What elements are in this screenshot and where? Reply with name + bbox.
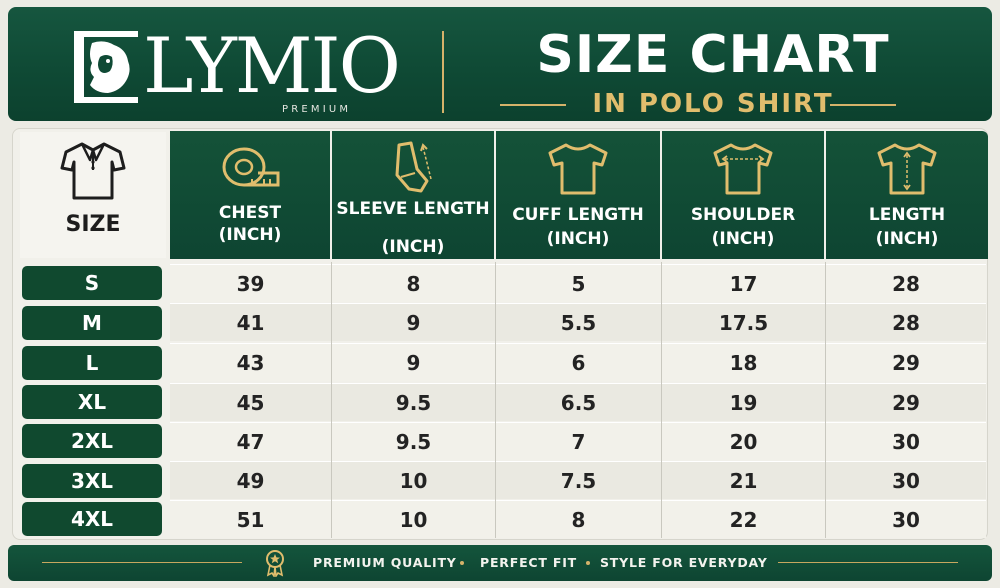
footer-rule-left	[42, 562, 242, 563]
table-cell: 5.5	[496, 303, 661, 341]
table-cell: 43	[170, 343, 331, 381]
col-unit-chest: (INCH)	[218, 225, 282, 245]
col-title-length: LENGTH	[868, 205, 946, 225]
table-cell: 29	[826, 383, 986, 421]
brand-name: LYMIO	[143, 21, 401, 110]
table-cell: 10	[332, 461, 495, 499]
lion-head-icon	[74, 31, 138, 103]
sleeve-icon	[395, 141, 432, 193]
table-cell: 18	[662, 343, 825, 381]
table-cell: 7	[496, 422, 661, 460]
table-cell: 49	[170, 461, 331, 499]
col-header-length: LENGTH (INCH)	[826, 131, 988, 259]
table-cell: 51	[170, 500, 331, 538]
size-label-4xl: 4XL	[22, 502, 162, 536]
table-cell: 19	[662, 383, 825, 421]
table-cell: 39	[170, 264, 331, 302]
table-cell: 21	[662, 461, 825, 499]
table-cell: 17.5	[662, 303, 825, 341]
footer-separator-dot	[460, 561, 464, 565]
table-cell: 41	[170, 303, 331, 341]
table-cell: 7.5	[496, 461, 661, 499]
subtitle-rule-right	[830, 104, 896, 106]
footer-separator-dot	[586, 561, 590, 565]
size-label-m: M	[22, 306, 162, 340]
col-title-cuff-length: CUFF LENGTH	[512, 205, 644, 225]
column-separator	[825, 262, 826, 538]
col-title-shoulder: SHOULDER	[690, 205, 796, 225]
table-cell: 9.5	[332, 383, 495, 421]
polo-shirt-icon	[60, 142, 126, 200]
table-cell: 30	[826, 461, 986, 499]
column-separator	[331, 262, 332, 538]
size-label-s: S	[22, 266, 162, 300]
size-label-xl: XL	[22, 385, 162, 419]
table-cell: 10	[332, 500, 495, 538]
tshirt-length-icon	[877, 143, 937, 195]
col-unit-cuff-length: (INCH)	[546, 229, 610, 249]
table-cell: 47	[170, 422, 331, 460]
medal-icon	[266, 550, 284, 577]
brand-subtitle: PREMIUM	[282, 104, 352, 115]
col-header-shoulder: SHOULDER (INCH)	[662, 131, 824, 259]
measuring-tape-icon	[222, 147, 280, 187]
col-title-sleeve-length: SLEEVE LENGTH	[336, 199, 490, 219]
table-cell: 29	[826, 343, 986, 381]
footer-rule-right	[778, 562, 958, 563]
table-cell: 6	[496, 343, 661, 381]
header-banner: LYMIO PREMIUM SIZE CHART IN POLO SHIRT	[8, 7, 992, 121]
page-title: SIZE CHART	[536, 25, 890, 85]
column-separator	[495, 262, 496, 538]
table-cell: 6.5	[496, 383, 661, 421]
col-unit-sleeve-length: (INCH)	[381, 237, 445, 257]
table-cell: 5	[496, 264, 661, 302]
tshirt-shoulder-icon	[713, 143, 773, 195]
col-header-cuff-length: CUFF LENGTH (INCH)	[496, 131, 660, 259]
footer-banner: PREMIUM QUALITY PERFECT FIT STYLE FOR EV…	[8, 545, 992, 581]
tshirt-icon	[548, 143, 608, 195]
footer-item-style-for-everyday: STYLE FOR EVERYDAY	[600, 555, 768, 570]
page-subtitle: IN POLO SHIRT	[592, 89, 834, 119]
table-cell: 9.5	[332, 422, 495, 460]
column-separator	[661, 262, 662, 538]
col-header-chest: CHEST (INCH)	[170, 131, 330, 259]
table-cell: 45	[170, 383, 331, 421]
size-column-header: SIZE	[20, 132, 166, 258]
table-cell: 8	[332, 264, 495, 302]
size-label-l: L	[22, 346, 162, 380]
table-cell: 30	[826, 422, 986, 460]
table-cell: 20	[662, 422, 825, 460]
col-unit-length: (INCH)	[875, 229, 939, 249]
table-cell: 9	[332, 303, 495, 341]
table-cell: 9	[332, 343, 495, 381]
table-cell: 8	[496, 500, 661, 538]
table-cell: 28	[826, 264, 986, 302]
col-unit-shoulder: (INCH)	[711, 229, 775, 249]
size-label-2xl: 2XL	[22, 424, 162, 458]
header-divider	[442, 31, 444, 113]
size-label-3xl: 3XL	[22, 464, 162, 498]
subtitle-rule-left	[500, 104, 566, 106]
size-header-label: SIZE	[65, 212, 121, 237]
footer-item-premium-quality: PREMIUM QUALITY	[313, 555, 457, 570]
table-cell: 22	[662, 500, 825, 538]
col-header-sleeve-length: SLEEVE LENGTH (INCH)	[332, 131, 494, 259]
col-title-chest: CHEST	[218, 203, 282, 223]
table-cell: 17	[662, 264, 825, 302]
table-cell: 30	[826, 500, 986, 538]
table-cell: 28	[826, 303, 986, 341]
footer-item-perfect-fit: PERFECT FIT	[480, 555, 577, 570]
